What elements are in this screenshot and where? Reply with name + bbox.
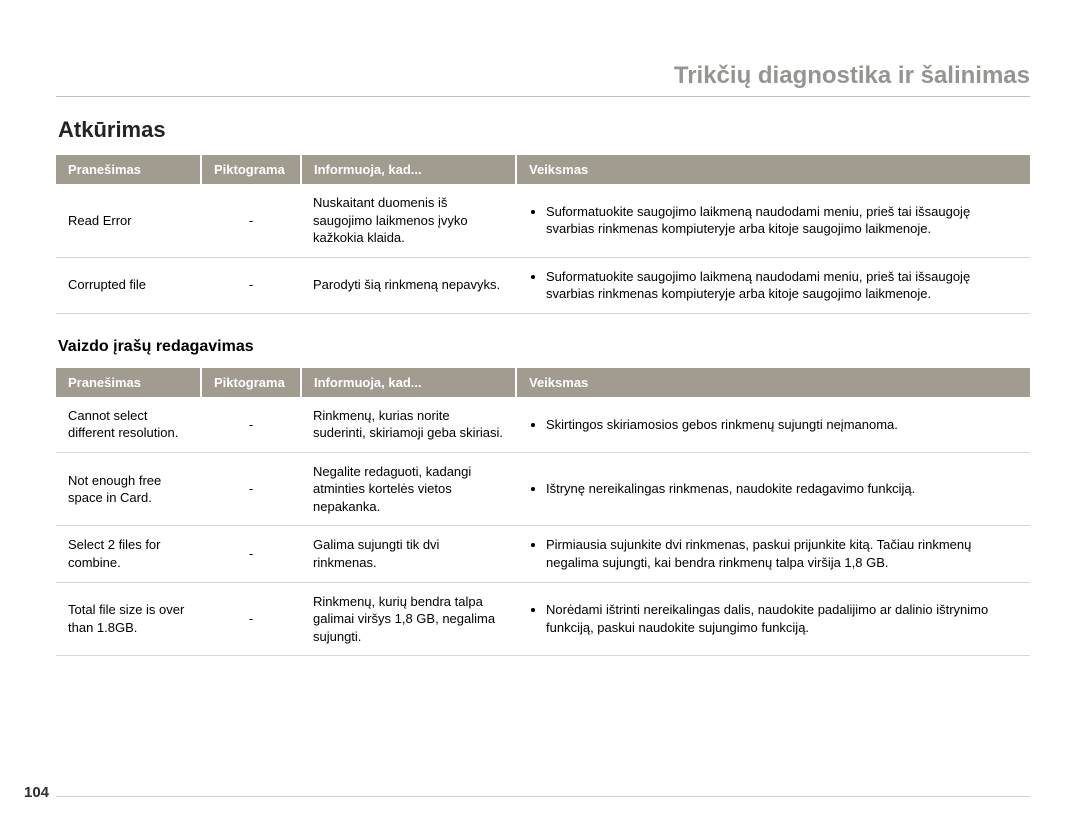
- table-row: Corrupted file - Parodyti šią rinkmeną n…: [56, 257, 1030, 313]
- col-header-info: Informuoja, kad...: [301, 155, 516, 184]
- table-recovery: Pranešimas Piktograma Informuoja, kad...…: [56, 155, 1030, 314]
- table-row: Select 2 files for combine. - Galima suj…: [56, 526, 1030, 582]
- cell-icon: -: [201, 184, 301, 257]
- action-item: Suformatuokite saugojimo laikmeną naudod…: [546, 268, 1018, 303]
- cell-action: Ištrynę nereikalingas rinkmenas, naudoki…: [516, 452, 1030, 526]
- cell-message: Select 2 files for combine.: [56, 526, 201, 582]
- cell-message: Corrupted file: [56, 257, 201, 313]
- page-number: 104: [24, 784, 49, 801]
- col-header-info: Informuoja, kad...: [301, 368, 516, 397]
- col-header-icon: Piktograma: [201, 368, 301, 397]
- cell-info: Nuskaitant duomenis iš saugojimo laikmen…: [301, 184, 516, 257]
- table-row: Cannot select different resolution. - Ri…: [56, 397, 1030, 453]
- cell-message: Total file size is over than 1.8GB.: [56, 582, 201, 656]
- cell-info: Negalite redaguoti, kadangi atminties ko…: [301, 452, 516, 526]
- cell-icon: -: [201, 582, 301, 656]
- col-header-message: Pranešimas: [56, 368, 201, 397]
- cell-message: Not enough free space in Card.: [56, 452, 201, 526]
- cell-icon: -: [201, 257, 301, 313]
- cell-action: Suformatuokite saugojimo laikmeną naudod…: [516, 184, 1030, 257]
- table-video-edit: Pranešimas Piktograma Informuoja, kad...…: [56, 368, 1030, 656]
- cell-message: Read Error: [56, 184, 201, 257]
- action-item: Suformatuokite saugojimo laikmeną naudod…: [546, 203, 1018, 238]
- cell-action: Pirmiausia sujunkite dvi rinkmenas, pask…: [516, 526, 1030, 582]
- col-header-message: Pranešimas: [56, 155, 201, 184]
- footer-rule: [56, 796, 1030, 797]
- cell-action: Skirtingos skiriamosios gebos rinkmenų s…: [516, 397, 1030, 453]
- cell-icon: -: [201, 526, 301, 582]
- action-item: Norėdami ištrinti nereikalingas dalis, n…: [546, 601, 1018, 636]
- cell-info: Rinkmenų, kurių bendra talpa galimai vir…: [301, 582, 516, 656]
- cell-info: Galima sujungti tik dvi rinkmenas.: [301, 526, 516, 582]
- table-row: Not enough free space in Card. - Negalit…: [56, 452, 1030, 526]
- table-row: Total file size is over than 1.8GB. - Ri…: [56, 582, 1030, 656]
- cell-info: Parodyti šią rinkmeną nepavyks.: [301, 257, 516, 313]
- action-item: Pirmiausia sujunkite dvi rinkmenas, pask…: [546, 536, 1018, 571]
- section-heading-video-edit: Vaizdo įrašų redagavimas: [58, 338, 1030, 356]
- section-heading-recovery: Atkūrimas: [58, 117, 1030, 143]
- action-item: Skirtingos skiriamosios gebos rinkmenų s…: [546, 416, 1018, 434]
- cell-action: Norėdami ištrinti nereikalingas dalis, n…: [516, 582, 1030, 656]
- action-item: Ištrynę nereikalingas rinkmenas, naudoki…: [546, 480, 1018, 498]
- chapter-title: Trikčių diagnostika ir šalinimas: [56, 62, 1030, 97]
- col-header-action: Veiksmas: [516, 155, 1030, 184]
- col-header-action: Veiksmas: [516, 368, 1030, 397]
- cell-icon: -: [201, 452, 301, 526]
- cell-info: Rinkmenų, kurias norite suderinti, skiri…: [301, 397, 516, 453]
- table-row: Read Error - Nuskaitant duomenis iš saug…: [56, 184, 1030, 257]
- cell-icon: -: [201, 397, 301, 453]
- cell-message: Cannot select different resolution.: [56, 397, 201, 453]
- cell-action: Suformatuokite saugojimo laikmeną naudod…: [516, 257, 1030, 313]
- col-header-icon: Piktograma: [201, 155, 301, 184]
